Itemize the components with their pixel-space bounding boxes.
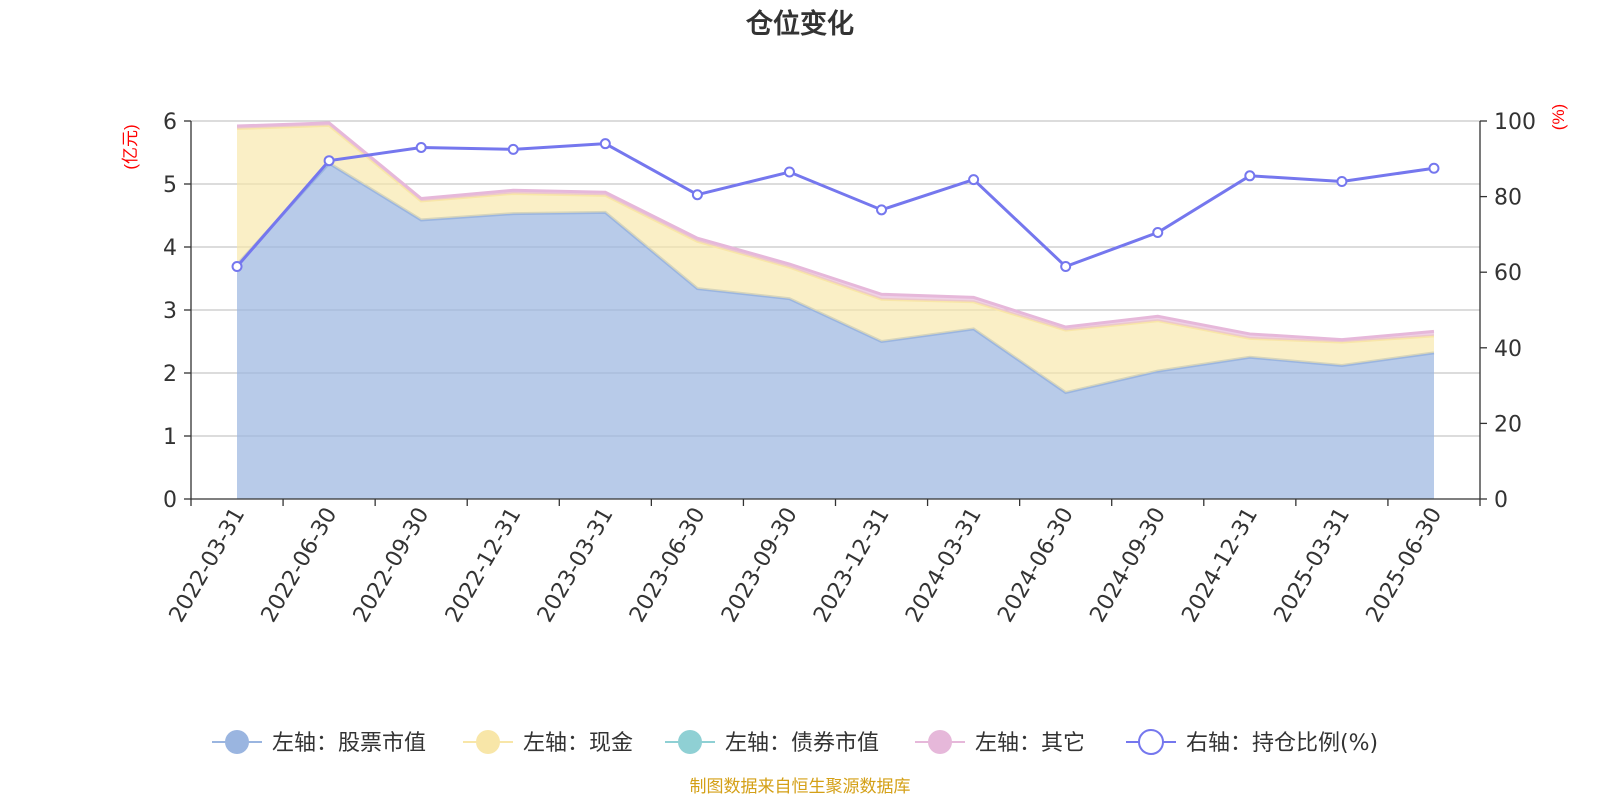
left-tick-label: 6 (163, 110, 177, 135)
legend-item: 左轴：股票市值 (212, 730, 426, 756)
right-tick-label: 60 (1494, 261, 1522, 286)
x-tick-label: 2025-03-31 (1270, 504, 1356, 627)
x-tick-label: 2024-06-30 (993, 504, 1079, 627)
right-tick-label: 100 (1494, 110, 1536, 135)
ratio-point (1152, 227, 1164, 239)
ratio-point (231, 261, 243, 273)
left-tick-label: 2 (163, 362, 177, 387)
line-series-layer (231, 138, 1440, 273)
left-axis-unit: (亿元) (121, 124, 140, 169)
x-tick-label: 2022-03-31 (165, 504, 251, 627)
legend-item: 左轴：现金 (463, 730, 633, 756)
ratio-point (599, 138, 611, 150)
legend-label: 右轴：持仓比例(%) (1186, 731, 1378, 756)
right-tick-label: 80 (1494, 186, 1522, 211)
x-tick-label: 2024-12-31 (1177, 504, 1263, 627)
x-tick-label: 2024-09-30 (1085, 504, 1171, 627)
legend-label: 左轴：其它 (975, 731, 1085, 756)
right-tick-label: 0 (1494, 488, 1508, 513)
area-edge-4 (236, 121, 1435, 342)
x-tick-label: 2023-06-30 (625, 504, 711, 627)
left-tick-label: 3 (163, 299, 177, 324)
legend-label: 左轴：现金 (523, 731, 633, 756)
legend: 左轴：股票市值 左轴：现金 左轴：债券市值 左轴：其它 右轴：持仓比例(%) (212, 729, 1378, 756)
right-tick-label: 40 (1494, 337, 1522, 362)
legend-swatch (225, 730, 249, 754)
x-tick-label: 2022-09-30 (349, 504, 435, 627)
legend-item: 左轴：其它 (915, 730, 1085, 756)
ratio-point (968, 174, 980, 186)
ratio-line (235, 142, 1435, 269)
legend-label: 左轴：股票市值 (272, 731, 426, 756)
legend-item: 右轴：持仓比例(%) (1126, 729, 1378, 756)
legend-swatch (928, 730, 952, 754)
left-tick-label: 5 (163, 173, 177, 198)
legend-swatch (476, 730, 500, 754)
x-tick-label: 2022-12-31 (441, 504, 527, 627)
chart-title: 仓位变化 (745, 8, 854, 40)
x-tick-label: 2023-09-30 (717, 504, 803, 627)
legend-item: 左轴：债券市值 (665, 730, 879, 756)
x-tick-label: 2023-03-31 (533, 504, 619, 627)
x-tick-label: 2025-06-30 (1362, 504, 1448, 627)
ratio-point (1428, 162, 1440, 174)
left-tick-label: 1 (163, 425, 177, 450)
ratio-point (876, 204, 888, 216)
legend-swatch (678, 730, 702, 754)
x-tick-label: 2023-12-31 (809, 504, 895, 627)
ratio-point (415, 141, 427, 153)
ratio-point (507, 143, 519, 155)
x-tick-label: 2024-03-31 (901, 504, 987, 627)
area-2 (237, 125, 1434, 393)
x-tick-label: 2022-06-30 (257, 504, 343, 627)
ratio-point (1244, 170, 1256, 182)
ratio-point (323, 155, 335, 167)
area-1 (237, 163, 1434, 499)
area-series-layer (235, 121, 1435, 499)
source-note: 制图数据来自恒生聚源数据库 (690, 777, 911, 796)
right-tick-label: 20 (1494, 412, 1522, 437)
right-axis-unit: (%) (1549, 104, 1568, 130)
ratio-point (783, 166, 795, 178)
left-tick-label: 0 (163, 488, 177, 513)
ratio-point (1060, 261, 1072, 273)
ratio-point (1336, 175, 1348, 187)
left-tick-label: 4 (163, 236, 177, 261)
legend-swatch (1138, 729, 1164, 755)
legend-label: 左轴：债券市值 (725, 731, 879, 756)
ratio-point (691, 189, 703, 201)
